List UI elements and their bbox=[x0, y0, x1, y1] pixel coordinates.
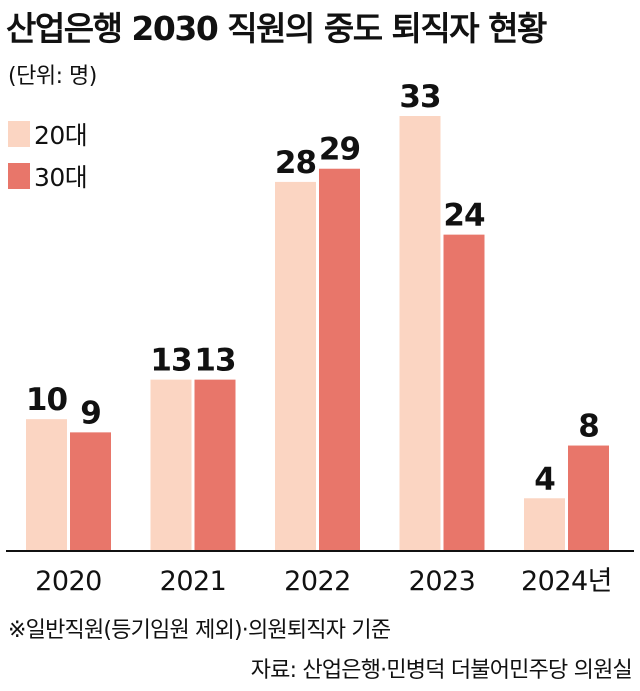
data-label-30s-1: 13 bbox=[194, 343, 235, 379]
bar-30s-0 bbox=[70, 432, 111, 551]
data-label-20s-4: 4 bbox=[534, 461, 555, 497]
legend-swatch-30s bbox=[8, 163, 30, 189]
bar-20s-1 bbox=[150, 379, 192, 551]
bar-20s-3 bbox=[399, 116, 441, 551]
x-tick-label-2: 2022 bbox=[284, 566, 351, 597]
legend-label-30s: 30대 bbox=[34, 163, 88, 192]
footnote: ※일반직원(등기임원 제외)·의원퇴직자 기준 bbox=[8, 618, 391, 643]
data-label-30s-2: 29 bbox=[319, 132, 360, 168]
x-tick-label-0: 2020 bbox=[35, 566, 102, 597]
bar-20s-0 bbox=[26, 419, 67, 551]
data-label-20s-0: 10 bbox=[26, 382, 68, 418]
x-tick-label-1: 2021 bbox=[160, 566, 227, 597]
legend-swatch-20s bbox=[8, 121, 30, 147]
bar-30s-1 bbox=[194, 379, 236, 551]
x-tick-label-3: 2023 bbox=[409, 566, 476, 597]
bar-20s-4 bbox=[524, 498, 565, 551]
legend-label-20s: 20대 bbox=[34, 121, 88, 150]
data-label-30s-4: 8 bbox=[578, 409, 599, 445]
data-label-20s-3: 33 bbox=[399, 79, 440, 115]
bar-20s-2 bbox=[275, 181, 316, 551]
data-label-30s-0: 9 bbox=[80, 395, 101, 431]
unit-note: (단위: 명) bbox=[8, 64, 97, 89]
legend-item-30s: 30대 bbox=[8, 158, 88, 194]
bar-30s-4 bbox=[568, 445, 609, 551]
data-label-20s-1: 13 bbox=[150, 343, 191, 379]
data-label-20s-2: 28 bbox=[275, 145, 316, 181]
x-tick-label-4: 2024년 bbox=[521, 566, 612, 597]
chart-title: 산업은행 2030 직원의 중도 퇴직자 현황 bbox=[6, 9, 547, 48]
bar-30s-2 bbox=[319, 168, 360, 551]
data-label-30s-3: 24 bbox=[443, 198, 485, 234]
bar-30s-3 bbox=[443, 234, 485, 552]
source-text: 자료: 산업은행·민병덕 더불어민주당 의원실 bbox=[250, 658, 633, 683]
legend-item-20s: 20대 bbox=[8, 116, 88, 152]
